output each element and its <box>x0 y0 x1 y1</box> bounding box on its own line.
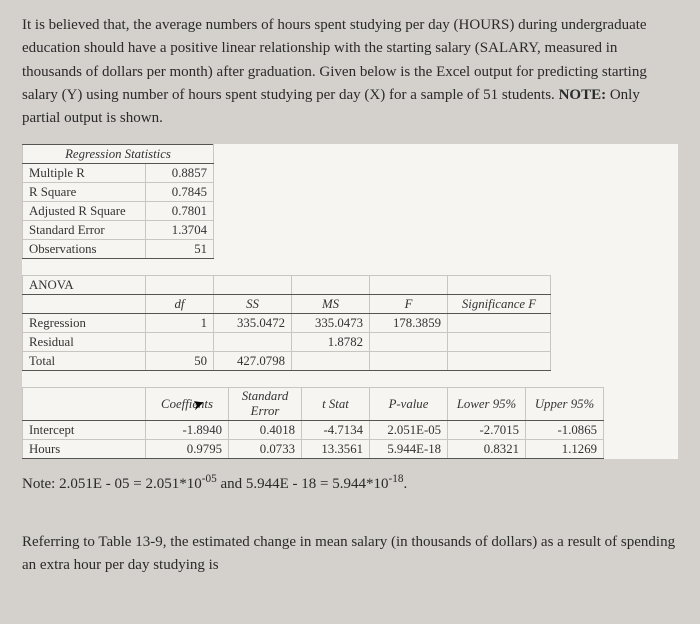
coef-cell: 0.0733 <box>229 440 302 459</box>
coef-cell: 2.051E-05 <box>370 421 448 440</box>
desc-note-bold: NOTE: <box>559 87 607 103</box>
regstat-value: 0.8857 <box>146 164 214 183</box>
anova-hdr: MS <box>292 295 370 314</box>
anova-hdr: SS <box>214 295 292 314</box>
anova-hdr: Significance F <box>448 295 551 314</box>
regstat-value: 0.7801 <box>146 202 214 221</box>
anova-rowlabel: Residual <box>23 333 146 352</box>
notation-note: Note: 2.051E - 05 = 2.051*10-05 and 5.94… <box>22 473 678 493</box>
excel-output-block: Regression Statistics Multiple R0.8857 R… <box>22 144 678 459</box>
anova-title: ANOVA <box>23 276 146 295</box>
anova-hdr: F <box>370 295 448 314</box>
anova-cell: 1 <box>146 314 214 333</box>
anova-cell <box>292 352 370 371</box>
note-part: Note: 2.051E - 05 = 2.051*10 <box>22 476 202 492</box>
anova-table: ANOVA df SS MS F Significance F Regressi… <box>22 275 551 371</box>
anova-cell <box>448 333 551 352</box>
note-part: . <box>403 476 407 492</box>
anova-cell <box>370 333 448 352</box>
anova-cell: 50 <box>146 352 214 371</box>
anova-cell <box>146 333 214 352</box>
anova-cell <box>214 333 292 352</box>
coef-cell: 0.8321 <box>448 440 526 459</box>
coef-rowlabel: Intercept <box>23 421 146 440</box>
regstat-label: Multiple R <box>23 164 146 183</box>
anova-cell: 1.8782 <box>292 333 370 352</box>
regstats-title: Regression Statistics <box>23 145 214 164</box>
anova-cell <box>448 352 551 371</box>
coef-hdr: Coeffi➤ents <box>146 388 229 421</box>
anova-hdr <box>23 295 146 314</box>
anova-cell: 335.0472 <box>214 314 292 333</box>
anova-cell <box>370 352 448 371</box>
regstat-label: Adjusted R Square <box>23 202 146 221</box>
coef-hdr: Upper 95% <box>526 388 604 421</box>
question-text: Referring to Table 13-9, the estimated c… <box>22 531 678 576</box>
coef-cell: 5.944E-18 <box>370 440 448 459</box>
desc-text-1: It is believed that, the average numbers… <box>22 17 647 103</box>
problem-description: It is believed that, the average numbers… <box>22 14 678 130</box>
coef-cell: -2.7015 <box>448 421 526 440</box>
coef-rowlabel: Hours <box>23 440 146 459</box>
regstat-label: Standard Error <box>23 221 146 240</box>
anova-hdr: df <box>146 295 214 314</box>
note-part: and 5.944E - 18 = 5.944*10 <box>217 476 389 492</box>
coef-hdr <box>23 388 146 421</box>
coef-cell: -4.7134 <box>302 421 370 440</box>
regstat-label: R Square <box>23 183 146 202</box>
coef-hdr: Lower 95% <box>448 388 526 421</box>
coef-hdr: P-value <box>370 388 448 421</box>
coefficients-table: Coeffi➤ents StandardError t Stat P-value… <box>22 387 604 459</box>
regstat-value: 0.7845 <box>146 183 214 202</box>
regression-statistics-table: Regression Statistics Multiple R0.8857 R… <box>22 144 214 259</box>
anova-rowlabel: Total <box>23 352 146 371</box>
coef-cell: 13.3561 <box>302 440 370 459</box>
anova-cell <box>448 314 551 333</box>
coef-cell: 1.1269 <box>526 440 604 459</box>
anova-cell: 335.0473 <box>292 314 370 333</box>
coef-cell: -1.8940 <box>146 421 229 440</box>
anova-rowlabel: Regression <box>23 314 146 333</box>
regstat-value: 1.3704 <box>146 221 214 240</box>
note-exp1: -05 <box>202 473 217 485</box>
anova-cell: 178.3859 <box>370 314 448 333</box>
coef-cell: -1.0865 <box>526 421 604 440</box>
cursor-icon: ➤ <box>190 395 207 415</box>
anova-cell: 427.0798 <box>214 352 292 371</box>
coef-hdr: t Stat <box>302 388 370 421</box>
coef-cell: 0.4018 <box>229 421 302 440</box>
regstat-label: Observations <box>23 240 146 259</box>
coef-cell: 0.9795 <box>146 440 229 459</box>
coef-hdr: StandardError <box>229 388 302 421</box>
regstat-value: 51 <box>146 240 214 259</box>
note-exp2: -18 <box>388 473 403 485</box>
